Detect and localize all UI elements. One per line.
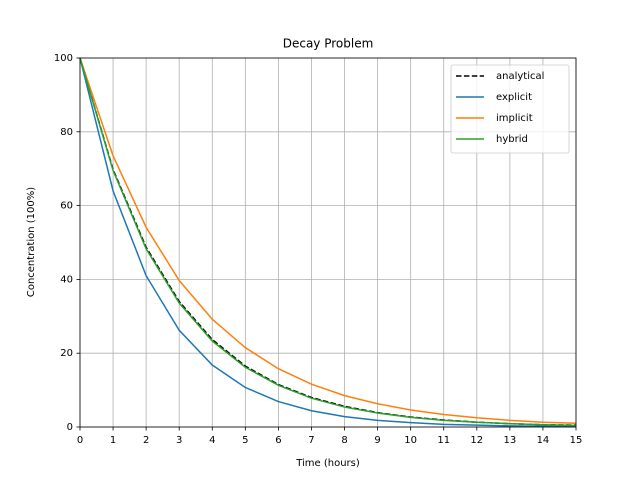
- x-tick-label: 11: [437, 435, 450, 446]
- plot-area: [79, 57, 577, 428]
- x-tick-label: 8: [341, 435, 347, 446]
- x-tick-label: 0: [77, 435, 83, 446]
- y-tick-label: 60: [60, 201, 73, 212]
- x-tick-label: 13: [503, 435, 516, 446]
- legend-label: hybrid: [496, 134, 528, 145]
- y-tick-label: 0: [67, 422, 73, 433]
- x-tick-label: 6: [275, 435, 281, 446]
- legend-box: [450, 64, 570, 154]
- legend-label: analytical: [496, 71, 544, 82]
- axes-frame: [79, 57, 577, 428]
- x-tick-label: 12: [470, 435, 483, 446]
- y-tick-label: 40: [60, 274, 73, 285]
- x-tick-label: 3: [176, 435, 182, 446]
- line-series: [79, 57, 577, 428]
- x-tick-label: 5: [242, 435, 248, 446]
- x-tick-label: 15: [570, 435, 583, 446]
- y-tick-label: 80: [60, 127, 73, 138]
- legend-label: implicit: [496, 113, 533, 124]
- x-tick-label: 4: [209, 435, 215, 446]
- y-tick-label: 100: [54, 53, 73, 64]
- line-series: [79, 57, 577, 427]
- line-series: [79, 57, 577, 425]
- y-tick-label: 20: [60, 348, 73, 359]
- x-tick-label: 1: [110, 435, 116, 446]
- legend: analytical explicit implicit hybrid: [450, 64, 570, 154]
- legend-label: explicit: [496, 92, 532, 103]
- x-tick-label: 9: [374, 435, 380, 446]
- x-tick-label: 2: [143, 435, 149, 446]
- x-tick-label: 7: [308, 435, 314, 446]
- x-tick-label: 10: [404, 435, 417, 446]
- x-tick-label: 14: [537, 435, 550, 446]
- chart-title: Decay Problem: [283, 37, 374, 51]
- y-axis-label: Concentration (100%): [26, 187, 37, 297]
- x-axis-label: Time (hours): [295, 458, 360, 469]
